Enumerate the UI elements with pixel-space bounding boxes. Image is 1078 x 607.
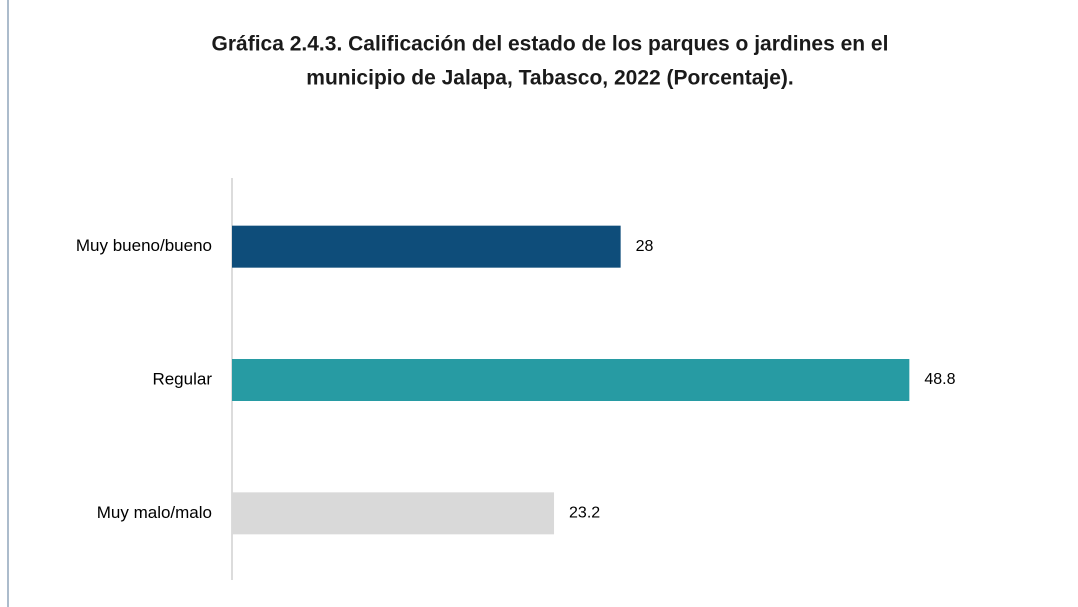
category-label: Muy malo/malo <box>97 503 212 522</box>
category-label: Muy bueno/bueno <box>76 236 212 255</box>
chart-title: Gráfica 2.4.3. Calificación del estado d… <box>212 33 889 56</box>
bar <box>232 225 621 268</box>
bar <box>232 359 910 401</box>
category-label: Regular <box>152 369 212 388</box>
value-label: 28 <box>636 238 654 255</box>
bar <box>232 492 555 535</box>
value-label: 23.2 <box>569 505 600 522</box>
chart-title: municipio de Jalapa, Tabasco, 2022 (Porc… <box>306 67 793 90</box>
value-label: 48.8 <box>924 371 955 388</box>
